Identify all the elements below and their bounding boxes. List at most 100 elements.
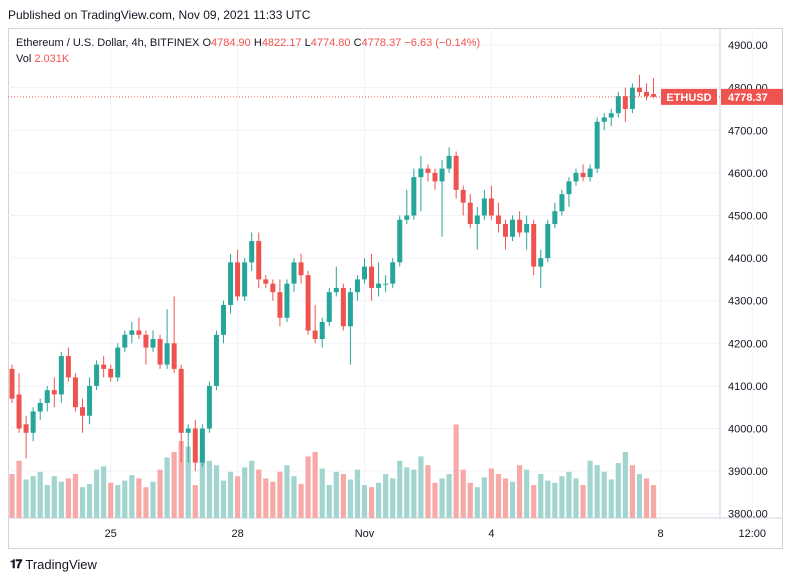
candle-body xyxy=(340,287,346,327)
volume-bar xyxy=(101,466,107,518)
candle-body xyxy=(453,155,459,190)
volume-bar xyxy=(277,471,283,518)
volume-bar xyxy=(220,480,227,518)
volume-bar xyxy=(16,460,22,518)
y-tick-label: 4400.00 xyxy=(728,253,768,265)
candle-body xyxy=(446,155,452,169)
volume-bar xyxy=(368,487,375,518)
volume-bar xyxy=(319,468,325,518)
volume-bar xyxy=(411,469,417,518)
high-value: 4822.17 xyxy=(261,37,302,49)
candle-body xyxy=(143,334,149,348)
volume-bar xyxy=(263,478,269,518)
candle-body xyxy=(333,287,339,293)
volume-bar xyxy=(580,485,586,518)
volume-bar xyxy=(601,471,607,518)
volume-bar xyxy=(643,478,650,518)
volume-bar xyxy=(347,479,353,518)
volume-bar xyxy=(361,485,368,518)
y-tick-label: 3900.00 xyxy=(728,466,768,478)
y-tick-label: 4700.00 xyxy=(728,125,768,137)
volume-bar xyxy=(122,480,128,518)
volume-bar xyxy=(566,471,572,518)
candle-body xyxy=(213,334,219,386)
volume-bar xyxy=(291,476,297,518)
candle-body xyxy=(277,292,283,318)
x-tick-label: 28 xyxy=(231,528,243,540)
volume-bar xyxy=(79,487,86,518)
candle-body xyxy=(129,330,135,335)
candle-body xyxy=(425,168,431,173)
candle-body xyxy=(362,266,367,280)
volume-bar xyxy=(213,465,220,518)
volume-bar xyxy=(249,460,255,518)
volume-bar xyxy=(425,465,431,518)
volume-bar xyxy=(340,474,346,518)
volume-bar xyxy=(481,477,487,518)
candle-body xyxy=(80,407,85,416)
volume-value: 2.031K xyxy=(34,53,70,65)
volume-bar xyxy=(298,483,304,518)
volume-bar xyxy=(460,469,466,518)
symbol-tag xyxy=(661,88,717,105)
volume-bar xyxy=(573,478,579,518)
candle-body xyxy=(629,87,635,109)
candle-body xyxy=(108,368,114,378)
volume-bar xyxy=(453,424,459,518)
candle-body xyxy=(397,219,403,263)
price-tag-label: 4778.37 xyxy=(728,92,768,104)
volume-bar xyxy=(594,465,600,518)
candle-body xyxy=(608,113,614,118)
candle-body xyxy=(178,368,184,433)
candle-body xyxy=(510,219,516,237)
volume-bar xyxy=(9,474,15,518)
candle-body xyxy=(404,215,410,220)
volume-bar xyxy=(531,485,537,518)
open-label: O xyxy=(202,37,212,49)
candle-body xyxy=(256,241,262,280)
volume-bar xyxy=(467,482,473,518)
volume-bar xyxy=(587,460,593,518)
candle-body xyxy=(495,215,501,224)
candle-body xyxy=(460,189,466,203)
candle-body xyxy=(122,334,128,348)
price-tag xyxy=(721,88,783,105)
open-value: 4784.90 xyxy=(211,37,251,49)
volume-bar xyxy=(185,446,191,518)
candle-body xyxy=(636,87,642,92)
chart-frame xyxy=(8,28,783,549)
volume-bar xyxy=(629,465,635,518)
candle-body xyxy=(517,219,523,233)
candle-body xyxy=(390,262,396,284)
volume-bar xyxy=(206,460,212,518)
volume-bar xyxy=(115,485,121,518)
volume-bar xyxy=(199,454,205,518)
close-value: 4778.37 xyxy=(361,37,402,49)
candle-body xyxy=(185,428,191,433)
candle-body xyxy=(615,96,621,114)
volume-bar xyxy=(178,441,184,518)
volume-bar xyxy=(136,478,142,518)
candle-body xyxy=(171,343,177,369)
candle-body xyxy=(58,356,64,395)
candle-body xyxy=(298,262,304,276)
candle-body xyxy=(235,262,241,297)
y-tick-label: 4000.00 xyxy=(728,424,768,436)
price-chart[interactable]: 3800.00 3900.00 4000.00 4100.00 4200.00 4300.… xyxy=(8,28,783,549)
candle-body xyxy=(72,377,78,408)
candle-body xyxy=(587,168,593,178)
volume-bar xyxy=(538,474,544,518)
close-label: C xyxy=(353,37,362,49)
volume-bar xyxy=(376,482,382,518)
candle-body xyxy=(467,202,473,224)
volume-bar xyxy=(524,469,530,518)
candle-body xyxy=(115,347,121,378)
candle-body xyxy=(622,96,628,109)
volume-bar xyxy=(86,483,93,518)
candle-body xyxy=(559,194,565,212)
volume-bar xyxy=(404,467,410,518)
candle-body xyxy=(347,292,353,327)
candle-body xyxy=(319,322,325,340)
candle-body xyxy=(481,198,487,216)
candle-body xyxy=(651,94,657,97)
